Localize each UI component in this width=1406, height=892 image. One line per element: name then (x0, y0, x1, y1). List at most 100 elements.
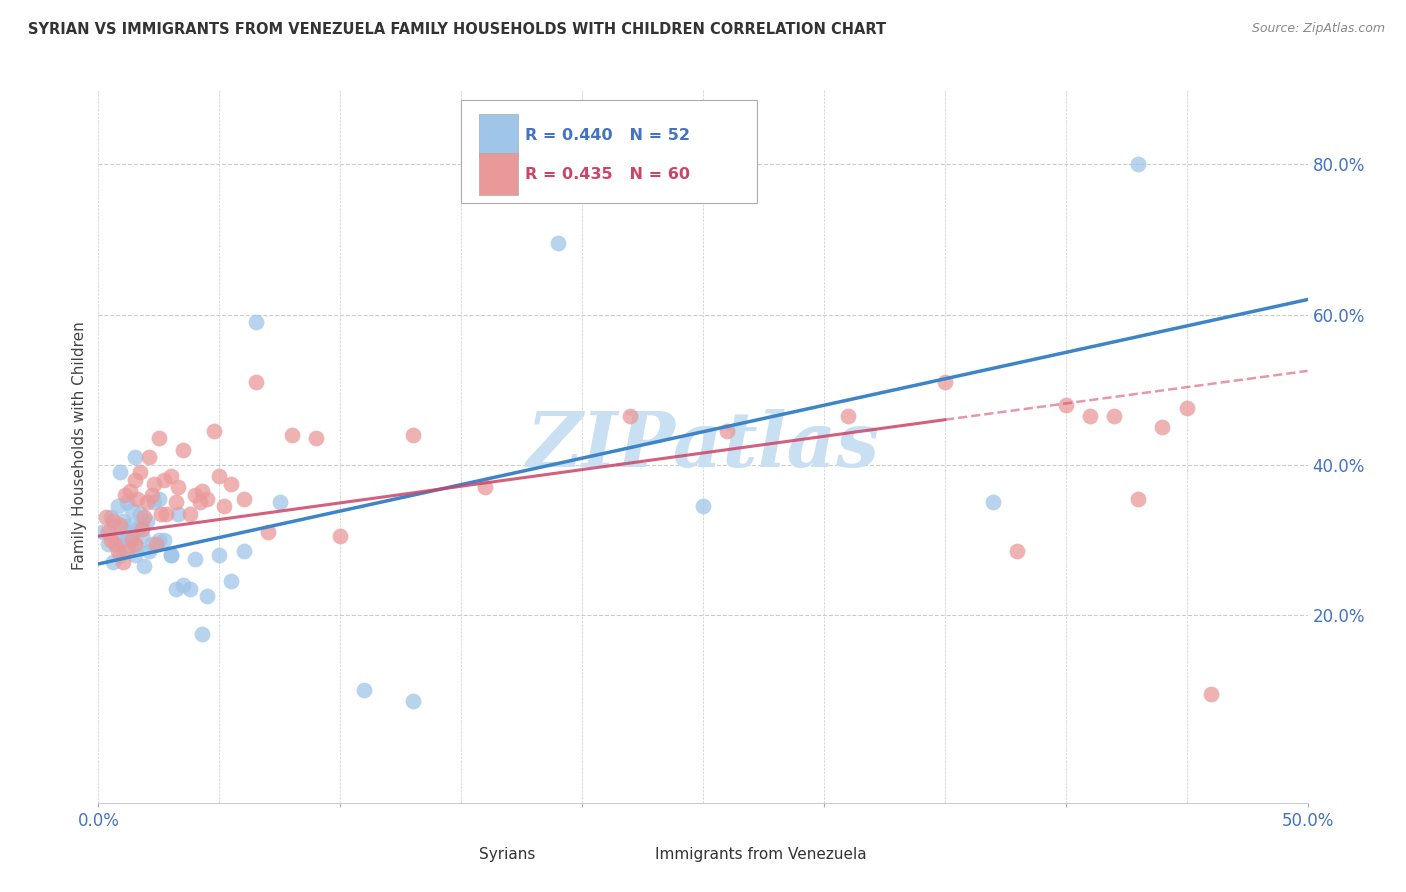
Point (131, 514, 153, 528)
Point (716, 424, 738, 438)
Text: R = 0.435   N = 60: R = 0.435 N = 60 (526, 167, 690, 182)
Point (1152, 420, 1174, 434)
Point (160, 469, 183, 483)
Text: Syrians: Syrians (479, 847, 536, 863)
Point (305, 432, 328, 446)
Point (97, 536, 120, 550)
Point (143, 476, 166, 491)
Point (547, 236, 569, 251)
Point (281, 427, 304, 442)
Point (256, 525, 278, 540)
Point (195, 491, 218, 506)
Point (1054, 398, 1077, 412)
Point (138, 450, 160, 465)
Point (124, 450, 146, 465)
Point (135, 514, 157, 528)
Point (245, 315, 267, 329)
Point (138, 544, 160, 558)
Point (117, 525, 139, 540)
Text: Source: ZipAtlas.com: Source: ZipAtlas.com (1251, 22, 1385, 36)
Point (101, 514, 124, 528)
Point (141, 488, 163, 502)
Point (160, 548, 183, 562)
Point (114, 544, 136, 558)
Point (184, 488, 207, 502)
Point (134, 510, 156, 524)
Point (172, 442, 194, 457)
Point (124, 548, 146, 562)
Point (165, 582, 187, 596)
Point (104, 517, 127, 532)
Point (212, 499, 235, 513)
Point (131, 522, 153, 536)
Point (100, 510, 122, 524)
Point (981, 495, 1004, 509)
Point (208, 469, 231, 483)
Point (269, 495, 291, 509)
Point (245, 375, 267, 389)
Point (1175, 401, 1198, 416)
Point (111, 514, 134, 528)
Point (402, 694, 425, 708)
Point (143, 495, 166, 509)
Point (152, 473, 174, 487)
Point (155, 507, 177, 521)
Point (128, 465, 150, 479)
Point (118, 484, 141, 499)
Point (172, 578, 194, 592)
Point (107, 533, 129, 547)
Text: R = 0.440   N = 52: R = 0.440 N = 52 (526, 128, 690, 144)
Point (402, 427, 425, 442)
Point (165, 495, 187, 509)
Point (101, 556, 124, 570)
Point (124, 536, 146, 550)
Point (91, 525, 114, 540)
Point (167, 507, 190, 521)
Text: ZIPatlas: ZIPatlas (526, 409, 880, 483)
Point (934, 375, 956, 389)
Y-axis label: Family Households with Children: Family Households with Children (72, 322, 87, 570)
Point (118, 517, 141, 532)
Point (619, 409, 641, 423)
Point (141, 536, 163, 550)
Point (121, 533, 143, 547)
Point (100, 533, 122, 547)
Point (191, 627, 214, 641)
Point (167, 480, 190, 494)
Point (329, 529, 352, 543)
Point (1102, 409, 1125, 423)
Point (208, 548, 231, 562)
Point (127, 541, 149, 555)
Point (232, 544, 254, 558)
Point (1128, 157, 1150, 171)
Point (111, 533, 134, 547)
Point (127, 491, 149, 506)
Point (131, 529, 153, 543)
Point (107, 544, 129, 558)
Point (117, 495, 139, 509)
Point (692, 499, 714, 513)
Point (150, 507, 173, 521)
FancyBboxPatch shape (616, 839, 651, 871)
Point (353, 683, 375, 698)
Point (135, 495, 157, 509)
Point (118, 533, 141, 547)
Point (128, 507, 150, 521)
Point (204, 424, 226, 438)
Point (195, 589, 218, 603)
Point (94, 510, 117, 524)
Point (97, 525, 120, 540)
Point (179, 582, 201, 596)
FancyBboxPatch shape (440, 839, 475, 871)
Point (221, 574, 243, 589)
Point (108, 465, 131, 479)
Point (134, 559, 156, 574)
Point (108, 517, 131, 532)
Point (124, 473, 146, 487)
Point (1078, 409, 1101, 423)
FancyBboxPatch shape (479, 153, 517, 195)
Text: SYRIAN VS IMMIGRANTS FROM VENEZUELA FAMILY HOUSEHOLDS WITH CHILDREN CORRELATION : SYRIAN VS IMMIGRANTS FROM VENEZUELA FAMI… (28, 22, 886, 37)
Point (184, 551, 207, 566)
Point (148, 491, 170, 506)
Point (160, 548, 183, 562)
